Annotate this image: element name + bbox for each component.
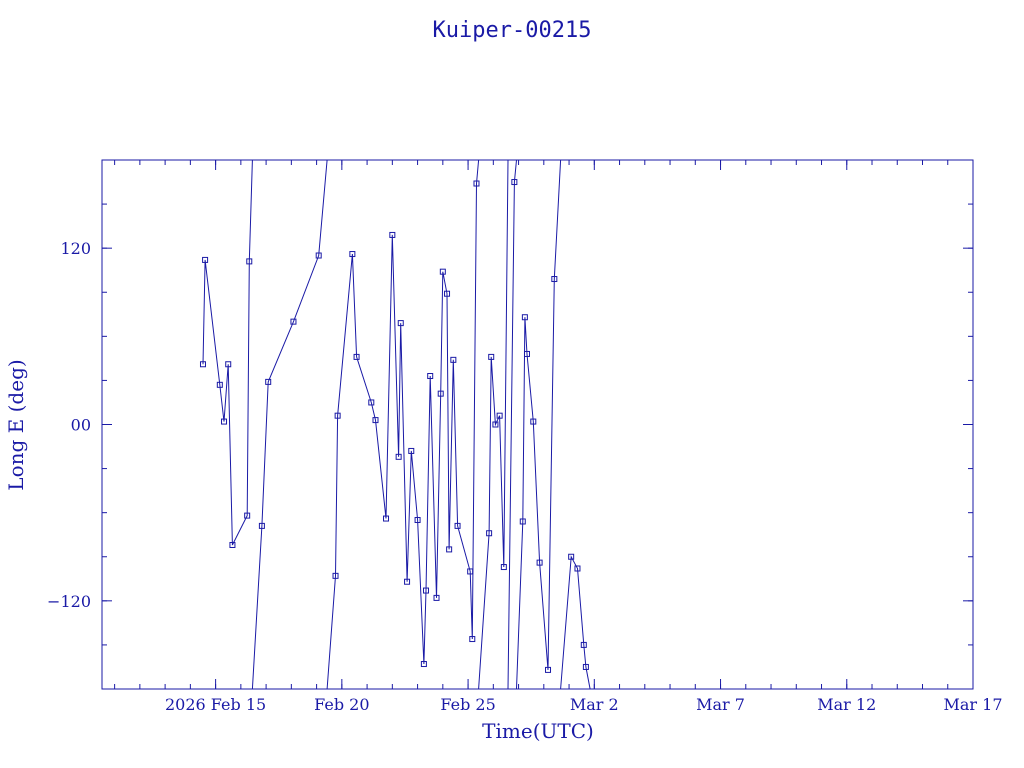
y-tick-label: −120 (47, 592, 91, 611)
x-tick-label: 2026 Feb 15 (165, 695, 266, 714)
data-point (246, 258, 253, 265)
y-tick-labels: 120 00 −120 (47, 239, 91, 611)
series-line-7 (560, 555, 591, 690)
data-point (229, 541, 236, 548)
data-point (467, 568, 474, 575)
data-point (433, 594, 440, 601)
data-point (408, 447, 415, 454)
data-point (353, 353, 360, 360)
data-point (439, 268, 446, 275)
data-point (332, 572, 339, 579)
data-point (404, 578, 411, 585)
y-tick-label: 120 (60, 239, 91, 258)
x-tick-label: Mar 12 (817, 695, 876, 714)
series-line-1 (202, 159, 253, 546)
data-point (444, 290, 451, 297)
data-point (521, 314, 528, 321)
data-point (523, 350, 530, 357)
data-point (258, 522, 265, 529)
data-point (315, 252, 322, 259)
x-axis-title: Time(UTC) (482, 719, 594, 743)
data-point (349, 251, 356, 258)
data-point (334, 412, 341, 419)
data-point (551, 276, 558, 283)
data-point (290, 318, 297, 325)
data-point (519, 518, 526, 525)
data-point (422, 587, 429, 594)
data-point (202, 256, 209, 263)
series-line-2 (251, 159, 328, 690)
x-tick-label: Mar 7 (696, 695, 745, 714)
data-point (473, 180, 480, 187)
data-point (265, 378, 272, 385)
series-line-4 (478, 159, 509, 690)
x-tick-label: Feb 25 (440, 695, 495, 714)
data-point (427, 373, 434, 380)
series-line-5 (507, 159, 517, 690)
data-point (582, 663, 589, 670)
x-tick-label: Mar 17 (943, 695, 1002, 714)
data-point (368, 399, 375, 406)
data-point (536, 559, 543, 566)
data-point (216, 381, 223, 388)
x-tick-label: Mar 2 (570, 695, 619, 714)
minor-ticks (102, 159, 974, 690)
data-point (500, 564, 507, 571)
series-line-6 (516, 159, 562, 690)
data-point (492, 421, 499, 428)
data-point (225, 361, 232, 368)
x-tick-label: Feb 20 (314, 695, 369, 714)
data-point (450, 356, 457, 363)
data-point (496, 412, 503, 419)
data-point (511, 179, 518, 186)
data-point (389, 231, 396, 238)
data-point (221, 418, 228, 425)
data-point (446, 546, 453, 553)
data-point (397, 320, 404, 327)
plot-frame (101, 159, 974, 690)
series-line-3 (326, 159, 480, 690)
data-point (414, 517, 421, 524)
data-point (488, 353, 495, 360)
y-axis-title: Long E (deg) (4, 359, 28, 490)
data-point (437, 390, 444, 397)
data-point (395, 453, 402, 460)
data-point (244, 512, 251, 519)
chart-title: Kuiper-00215 (433, 18, 592, 43)
x-tick-labels: 2026 Feb 15 Feb 20 Feb 25 Mar 2 Mar 7 Mar 12 M… (165, 695, 1002, 714)
y-tick-label: 00 (71, 416, 91, 435)
data-point (454, 522, 461, 529)
data-point (383, 515, 390, 522)
data-point (486, 530, 493, 537)
data-point (568, 553, 575, 560)
data-point (420, 661, 427, 668)
data-point (469, 636, 476, 643)
data-point (372, 417, 379, 424)
series-layer (199, 159, 591, 690)
data-point (574, 565, 581, 572)
data-point (580, 641, 587, 648)
data-point (545, 666, 552, 673)
data-point (530, 418, 537, 425)
data-point (199, 361, 206, 368)
